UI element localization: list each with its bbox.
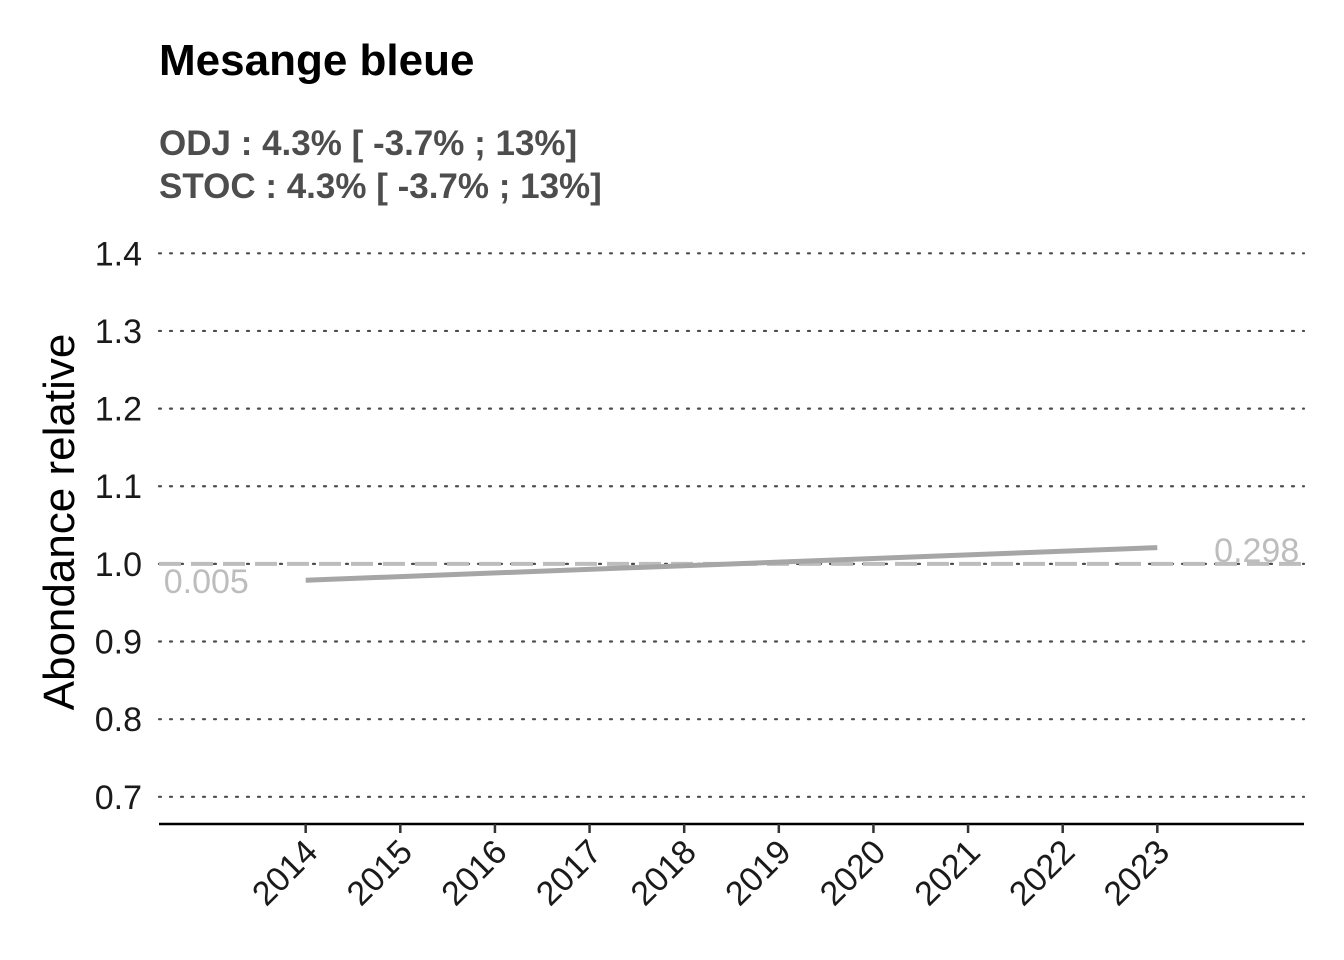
- y-tick-label: 1.0: [95, 546, 142, 584]
- x-tick-label: 2021: [907, 833, 987, 913]
- value-annotation: 0.005: [164, 563, 249, 601]
- x-tick-label: 2017: [529, 833, 609, 913]
- x-tick-label: 2018: [623, 833, 703, 913]
- chart-title: Mesange bleue: [159, 36, 474, 85]
- x-tick-label: 2015: [340, 833, 420, 913]
- x-tick-label: 2019: [718, 833, 798, 913]
- y-axis-label: Abondance relative: [35, 334, 84, 711]
- y-tick-label: 0.8: [95, 701, 142, 739]
- chart-subtitle-stoc: STOC : 4.3% [ -3.7% ; 13%]: [159, 167, 602, 206]
- x-tick-label: 2022: [1002, 833, 1082, 913]
- x-tick-label: 2023: [1097, 833, 1177, 913]
- series-group: [305, 545, 1158, 583]
- value-annotation: 0.298: [1214, 532, 1299, 570]
- y-axis: 0.7 0.8 0.9 1.0 1.1 1.2 1.3 1.4: [95, 235, 142, 817]
- x-tick-label: 2014: [245, 833, 325, 913]
- y-tick-label: 1.1: [95, 468, 142, 506]
- x-tick-label: 2020: [813, 833, 893, 913]
- y-tick-label: 1.2: [95, 391, 142, 429]
- y-tick-label: 0.7: [95, 779, 142, 817]
- gridlines: [157, 252, 1306, 798]
- x-axis: 2014 2015 2016 2017 2018 2019 2020 2021 2022 2023: [159, 822, 1304, 913]
- x-tick-label: 2016: [434, 833, 514, 913]
- y-tick-label: 1.3: [95, 313, 142, 351]
- chart-subtitle-odj: ODJ : 4.3% [ -3.7% ; 13%]: [159, 124, 577, 163]
- y-tick-label: 0.9: [95, 624, 142, 662]
- annotations-group: 0.005 0.298: [164, 532, 1300, 601]
- y-tick-label: 1.4: [95, 235, 142, 273]
- trend-line: [305, 545, 1158, 583]
